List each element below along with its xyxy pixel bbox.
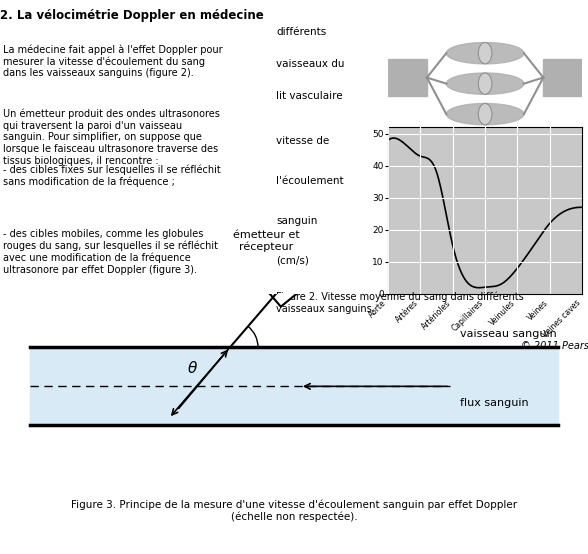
Text: Un émetteur produit des ondes ultrasonores
qui traversent la paroi d'un vaisseau: Un émetteur produit des ondes ultrasonor… [3,109,220,166]
Text: 2. La vélocimétrie Doppler en médecine: 2. La vélocimétrie Doppler en médecine [0,9,264,22]
Text: sanguin: sanguin [276,216,318,225]
Text: différents: différents [276,27,326,37]
Text: lit vasculaire: lit vasculaire [276,91,343,101]
Text: Figure 3. Principe de la mesure d'une vitesse d'écoulement sanguin par effet Dop: Figure 3. Principe de la mesure d'une vi… [71,499,517,522]
Circle shape [478,43,492,64]
Text: flux sanguin: flux sanguin [460,398,529,408]
Text: θ: θ [188,361,197,376]
Text: vitesse de: vitesse de [276,136,330,146]
Text: Figure 2. Vitesse moyenne du sang dans différents
vaisseaux sanguins.: Figure 2. Vitesse moyenne du sang dans d… [276,291,524,314]
Ellipse shape [446,43,524,64]
Text: La médecine fait appel à l'effet Doppler pour
mesurer la vitesse d'écoulement du: La médecine fait appel à l'effet Doppler… [3,44,223,78]
Circle shape [478,73,492,94]
Text: - des cibles fixes sur lesquelles il se réfléchit
sans modification de la fréque: - des cibles fixes sur lesquelles il se … [3,165,220,187]
Ellipse shape [446,73,524,94]
Bar [388,59,427,96]
Circle shape [478,104,492,125]
Bar [543,59,582,96]
Text: (cm/s): (cm/s) [276,255,309,265]
Polygon shape [265,266,308,307]
Text: vaisseaux du: vaisseaux du [276,59,345,69]
Text: l'écoulement: l'écoulement [276,176,344,186]
Bar [30,347,558,425]
Text: émetteur et
récepteur: émetteur et récepteur [233,230,299,252]
Text: - des cibles mobiles, comme les globules
rouges du sang, sur lesquelles il se ré: - des cibles mobiles, comme les globules… [3,229,218,275]
Text: © 2011 Pearson: © 2011 Pearson [521,341,588,351]
Text: vaisseau sanguin: vaisseau sanguin [460,330,557,340]
Ellipse shape [446,104,524,125]
